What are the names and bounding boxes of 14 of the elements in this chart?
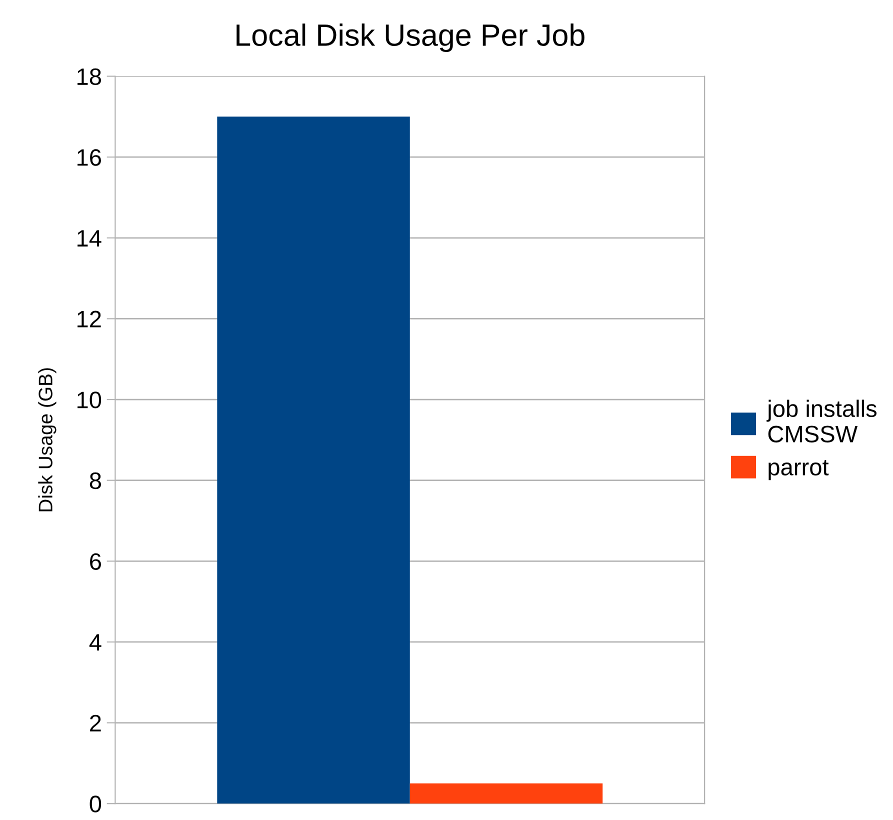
chart-title: Local Disk Usage Per Job: [236, 24, 584, 52]
y-tick-label: 16: [78, 149, 101, 166]
y-tick-label: 14: [78, 230, 102, 246]
y-tick-label: 12: [78, 310, 101, 328]
y-tick-label: 18: [78, 68, 101, 86]
y-tick-label: 2: [90, 714, 101, 732]
y-tick-label: 6: [90, 553, 101, 570]
y-tick-label: 10: [78, 392, 102, 408]
y-axis-title: Disk Usage (GB): [38, 368, 56, 512]
y-tick-label: 8: [90, 472, 101, 490]
y-tick-label: 4: [89, 634, 102, 651]
legend-label: job installs CMSSW: [766, 400, 877, 442]
legend-label: parrot: [768, 460, 829, 480]
y-tick-label: 0: [90, 796, 102, 812]
